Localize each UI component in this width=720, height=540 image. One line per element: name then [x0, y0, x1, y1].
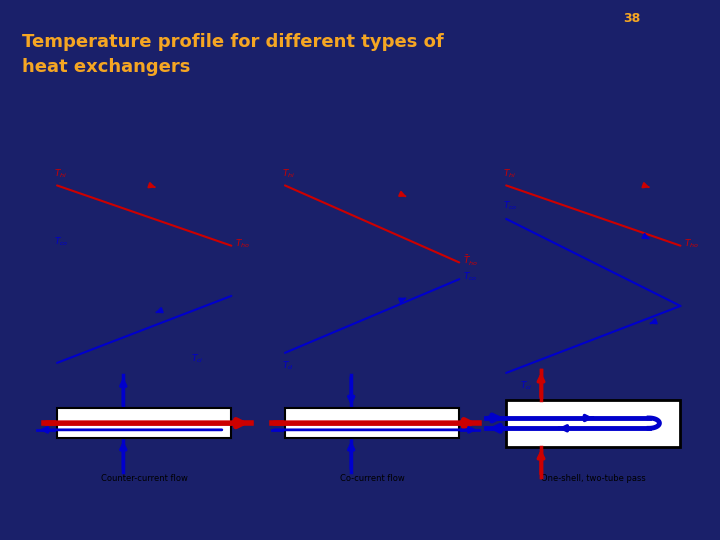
- Text: $T_{co}$: $T_{co}$: [462, 271, 477, 284]
- Text: 38: 38: [623, 12, 640, 25]
- Text: $T_{hi}$: $T_{hi}$: [503, 168, 516, 180]
- Text: $T_{hi}$: $T_{hi}$: [54, 168, 67, 180]
- Text: $\bar{T}_{ho}$: $\bar{T}_{ho}$: [462, 254, 478, 268]
- Bar: [285, 408, 459, 438]
- Bar: [506, 400, 680, 447]
- Text: Temperature profile for different types of
heat exchangers: Temperature profile for different types …: [22, 33, 444, 76]
- Text: One-shell, two-tube pass: One-shell, two-tube pass: [541, 475, 646, 483]
- Text: $T_{hi}$: $T_{hi}$: [282, 168, 294, 180]
- Text: $T_{ci}$: $T_{ci}$: [191, 353, 204, 366]
- Text: $T_{ci}$: $T_{ci}$: [520, 380, 532, 392]
- Text: $T_{ho}$: $T_{ho}$: [684, 238, 699, 250]
- Text: $T_{co}$: $T_{co}$: [54, 235, 68, 248]
- Text: $T_{d}$: $T_{d}$: [282, 360, 293, 372]
- Bar: [57, 408, 231, 438]
- Text: $T_{ho}$: $T_{ho}$: [235, 238, 250, 250]
- Text: Co-current flow: Co-current flow: [340, 475, 405, 483]
- Text: Counter-current flow: Counter-current flow: [101, 475, 188, 483]
- Text: $T_{co}$: $T_{co}$: [503, 200, 518, 212]
